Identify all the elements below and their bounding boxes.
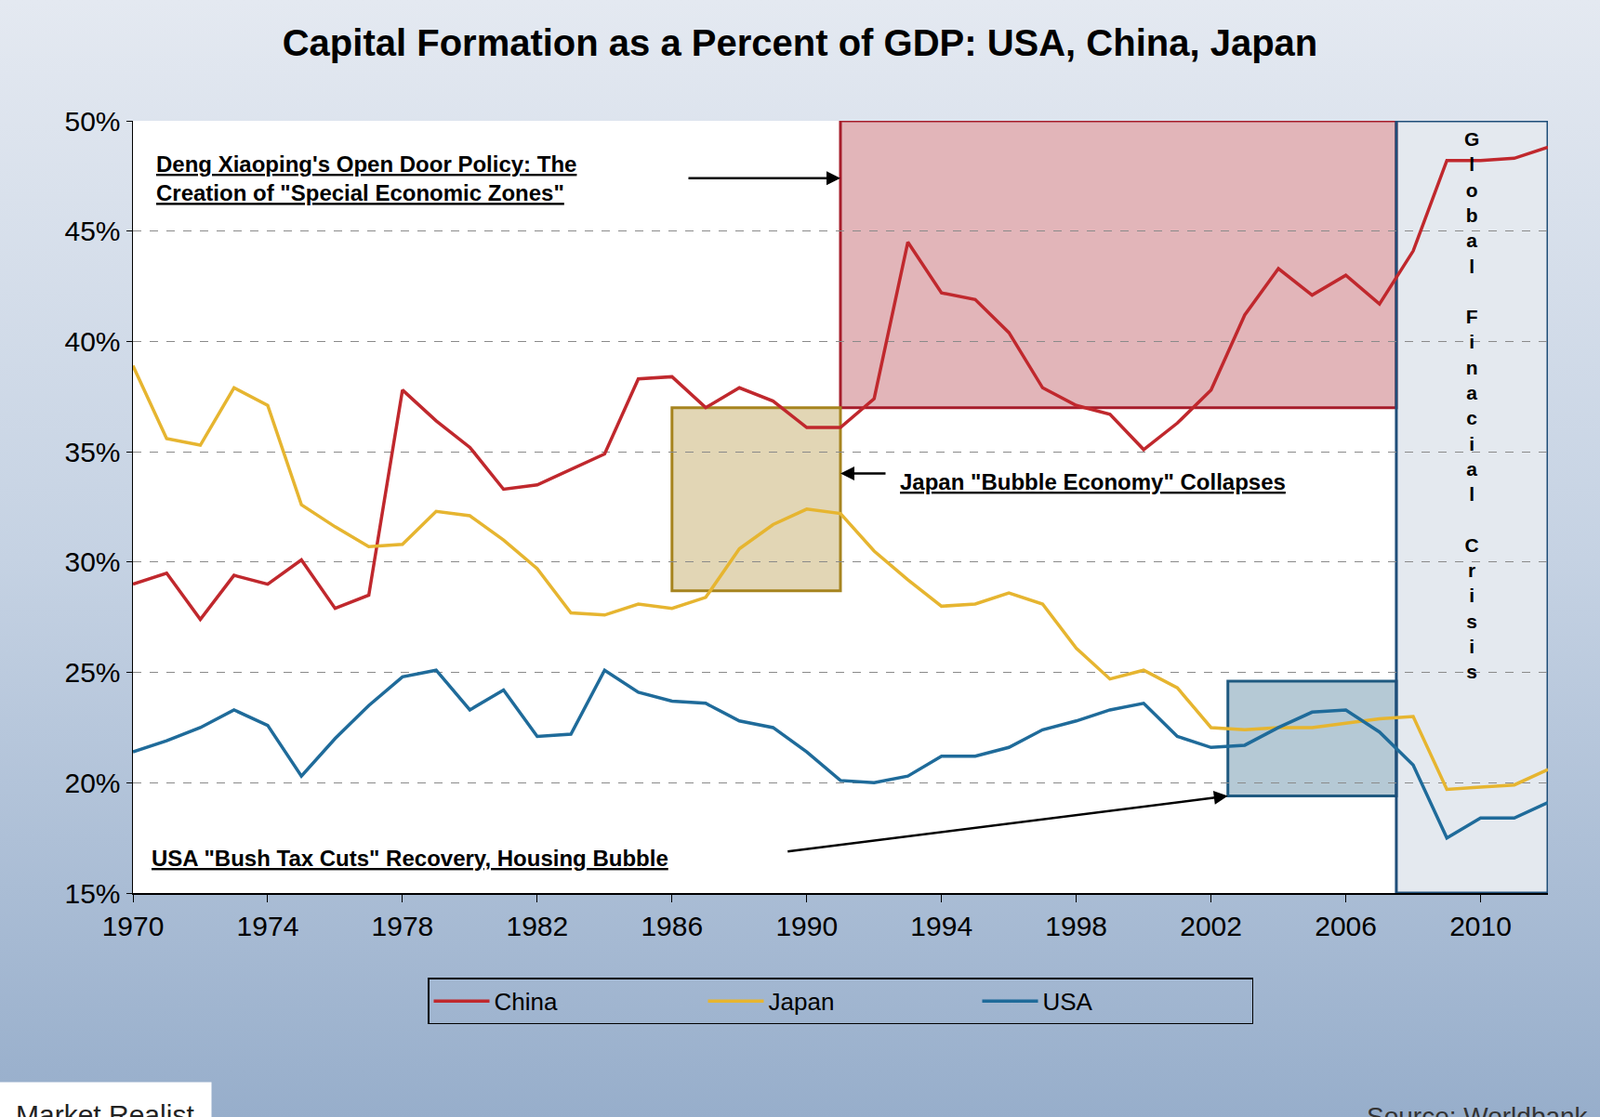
svg-text:1990: 1990 (775, 911, 838, 942)
svg-text:1978: 1978 (371, 911, 435, 942)
svg-text:1974: 1974 (237, 911, 300, 942)
svg-text:40%: 40% (64, 326, 120, 358)
svg-text:45%: 45% (64, 215, 120, 247)
svg-text:1998: 1998 (1044, 911, 1108, 942)
svg-text:25%: 25% (64, 657, 120, 688)
svg-text:USA: USA (1043, 988, 1094, 1017)
svg-text:Japan: Japan (768, 988, 835, 1017)
svg-text:USA "Bush Tax Cuts" Recovery,: USA "Bush Tax Cuts" Recovery, Housing Bu… (151, 846, 669, 872)
svg-text:Market Realist: Market Realist (15, 1099, 195, 1117)
svg-text:35%: 35% (64, 436, 120, 468)
svg-text:2002: 2002 (1179, 911, 1243, 942)
svg-text:Global Finacial Crisis: Global Finacial Crisis (1464, 128, 1480, 683)
svg-text:50%: 50% (64, 105, 120, 137)
svg-text:1994: 1994 (910, 911, 973, 942)
svg-text:Deng Xiaoping's Open Door Poli: Deng Xiaoping's Open Door Policy: TheCre… (156, 151, 577, 206)
svg-text:1986: 1986 (640, 911, 703, 942)
svg-text:30%: 30% (64, 546, 120, 578)
svg-text:Capital Formation as a Percent: Capital Formation as a Percent of GDP: U… (282, 22, 1319, 64)
svg-text:2010: 2010 (1449, 911, 1512, 942)
svg-text:1970: 1970 (102, 911, 165, 942)
svg-text:20%: 20% (64, 767, 120, 799)
svg-text:Japan "Bubble Economy" Collaps: Japan "Bubble Economy" Collapses (899, 469, 1286, 495)
svg-text:Source: Worldbank: Source: Worldbank (1366, 1102, 1589, 1117)
svg-text:China: China (494, 988, 558, 1017)
svg-text:1982: 1982 (505, 911, 569, 942)
svg-text:15%: 15% (64, 878, 120, 910)
svg-text:2006: 2006 (1314, 911, 1377, 942)
